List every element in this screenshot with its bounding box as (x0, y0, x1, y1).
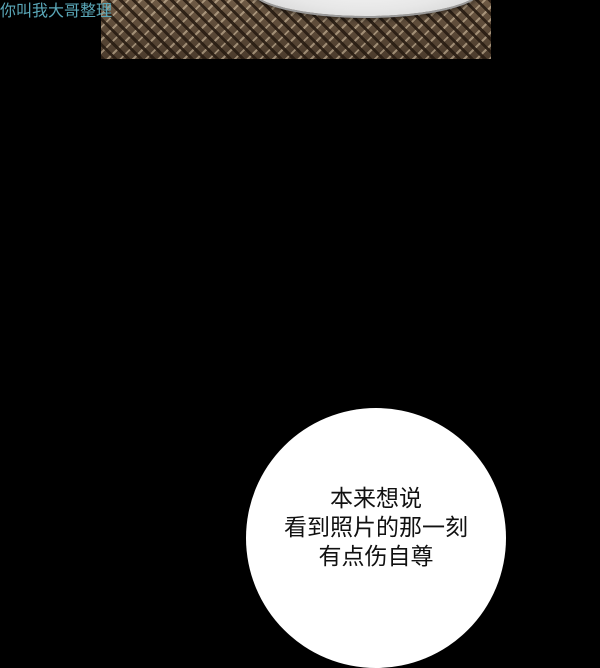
top-panel-wicker-table (101, 0, 491, 59)
white-plate (251, 0, 481, 16)
watermark: 你叫我大哥整理 (0, 1, 113, 20)
speech-line-3: 有点伤自尊 (318, 544, 434, 570)
speech-line-2: 看到照片的那一刻 (284, 515, 468, 541)
speech-line-1: 本来想说 (330, 486, 422, 512)
speech-bubble-text: 本来想说 看到照片的那一刻 有点伤自尊 (246, 485, 506, 572)
